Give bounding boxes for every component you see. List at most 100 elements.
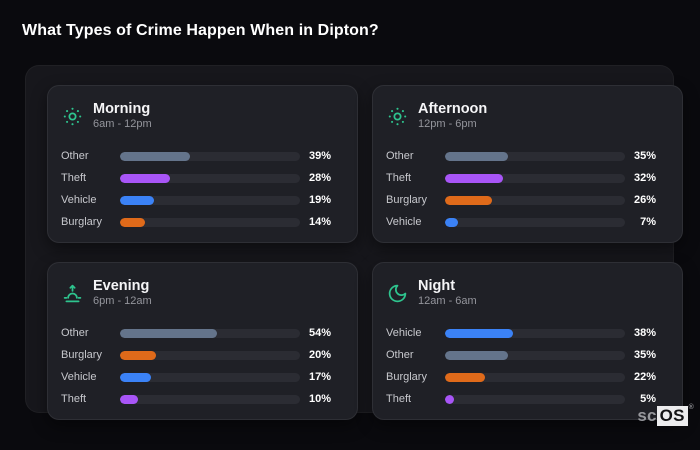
bar-track bbox=[120, 394, 300, 404]
percent-value: 17% bbox=[308, 371, 331, 383]
bar-fill bbox=[445, 350, 508, 360]
card-time-range: 12am - 6am bbox=[418, 295, 477, 307]
bar-fill bbox=[120, 217, 146, 227]
percent-value: 26% bbox=[633, 194, 656, 206]
chart-row: Burglary 14% bbox=[61, 211, 331, 233]
sun-icon bbox=[61, 105, 83, 127]
bar-rows: Vehicle 38% Other 35% Burglary 22% Theft… bbox=[386, 322, 656, 410]
bar-fill bbox=[120, 151, 191, 161]
card-header: Night 12am - 6am bbox=[386, 276, 656, 310]
chart-row: Vehicle 7% bbox=[386, 211, 656, 233]
bar-track bbox=[445, 173, 625, 183]
percent-value: 20% bbox=[308, 349, 331, 361]
category-label: Burglary bbox=[61, 216, 102, 228]
bar-fill bbox=[120, 394, 138, 404]
header-text: Evening 6pm - 12am bbox=[93, 278, 152, 308]
cards-grid: Morning 6am - 12pm Other 39% Theft 28% V… bbox=[47, 85, 683, 420]
header-text: Afternoon 12pm - 6pm bbox=[418, 101, 487, 131]
chart-row: Vehicle 38% bbox=[386, 322, 656, 344]
card-morning: Morning 6am - 12pm Other 39% Theft 28% V… bbox=[47, 85, 358, 243]
brand-prefix: sc bbox=[637, 406, 657, 425]
chart-row: Other 35% bbox=[386, 344, 656, 366]
chart-row: Burglary 20% bbox=[61, 344, 331, 366]
chart-row: Theft 5% bbox=[386, 388, 656, 410]
bar-fill bbox=[120, 350, 156, 360]
percent-value: 19% bbox=[308, 194, 331, 206]
chart-row: Burglary 22% bbox=[386, 366, 656, 388]
bar-fill bbox=[445, 195, 492, 205]
bar-track bbox=[120, 195, 300, 205]
bar-rows: Other 54% Burglary 20% Vehicle 17% Theft… bbox=[61, 322, 331, 410]
category-label: Burglary bbox=[386, 194, 427, 206]
percent-value: 5% bbox=[640, 393, 656, 405]
bar-fill bbox=[120, 195, 155, 205]
bar-track bbox=[445, 394, 625, 404]
card-header: Morning 6am - 12pm bbox=[61, 99, 331, 133]
bar-rows: Other 39% Theft 28% Vehicle 19% Burglary… bbox=[61, 145, 331, 233]
scos-logo: sc OS ® bbox=[637, 404, 694, 426]
percent-value: 38% bbox=[633, 327, 656, 339]
card-header: Evening 6pm - 12am bbox=[61, 276, 331, 310]
category-label: Other bbox=[386, 349, 414, 361]
chart-row: Theft 10% bbox=[61, 388, 331, 410]
sun-icon bbox=[386, 105, 408, 127]
percent-value: 54% bbox=[308, 327, 331, 339]
card-time-range: 12pm - 6pm bbox=[418, 118, 477, 130]
bar-track bbox=[120, 151, 300, 161]
chart-row: Other 39% bbox=[61, 145, 331, 167]
card-title: Evening bbox=[93, 278, 150, 294]
card-title: Morning bbox=[93, 101, 151, 117]
percent-value: 28% bbox=[308, 172, 331, 184]
category-label: Vehicle bbox=[386, 216, 422, 228]
card-afternoon: Afternoon 12pm - 6pm Other 35% Theft 32%… bbox=[372, 85, 683, 243]
percent-value: 10% bbox=[308, 393, 331, 405]
card-title: Night bbox=[418, 278, 456, 294]
bar-fill bbox=[445, 173, 503, 183]
category-label: Burglary bbox=[61, 349, 102, 361]
header-text: Morning 6am - 12pm bbox=[93, 101, 152, 131]
category-label: Theft bbox=[386, 393, 412, 405]
header-text: Night 12am - 6am bbox=[418, 278, 477, 308]
bar-fill bbox=[445, 328, 514, 338]
category-label: Vehicle bbox=[61, 194, 97, 206]
percent-value: 14% bbox=[308, 216, 331, 228]
bar-track bbox=[445, 372, 625, 382]
bar-rows: Other 35% Theft 32% Burglary 26% Vehicle… bbox=[386, 145, 656, 233]
percent-value: 35% bbox=[633, 349, 656, 361]
category-label: Burglary bbox=[386, 371, 427, 383]
category-label: Other bbox=[61, 150, 89, 162]
category-label: Theft bbox=[61, 393, 87, 405]
bar-fill bbox=[120, 372, 151, 382]
bar-track bbox=[120, 328, 300, 338]
bar-track bbox=[120, 173, 300, 183]
bar-fill bbox=[445, 217, 458, 227]
category-label: Other bbox=[61, 327, 89, 339]
card-title: Afternoon bbox=[418, 101, 488, 117]
chart-row: Other 54% bbox=[61, 322, 331, 344]
bar-fill bbox=[445, 394, 454, 404]
category-label: Theft bbox=[61, 172, 87, 184]
percent-value: 35% bbox=[633, 150, 656, 162]
card-night: Night 12am - 6am Vehicle 38% Other 35% B… bbox=[372, 262, 683, 420]
chart-row: Theft 28% bbox=[61, 167, 331, 189]
bar-track bbox=[445, 217, 625, 227]
card-header: Afternoon 12pm - 6pm bbox=[386, 99, 656, 133]
bar-track bbox=[445, 195, 625, 205]
bar-track bbox=[445, 350, 625, 360]
bar-track bbox=[120, 350, 300, 360]
bar-track bbox=[445, 328, 625, 338]
percent-value: 22% bbox=[633, 371, 656, 383]
bar-track bbox=[120, 372, 300, 382]
bar-fill bbox=[445, 151, 508, 161]
category-label: Vehicle bbox=[386, 327, 422, 339]
card-time-range: 6am - 12pm bbox=[93, 118, 152, 130]
card-evening: Evening 6pm - 12am Other 54% Burglary 20… bbox=[47, 262, 358, 420]
chart-row: Theft 32% bbox=[386, 167, 656, 189]
moon-icon bbox=[386, 282, 408, 304]
percent-value: 7% bbox=[640, 216, 656, 228]
chart-row: Other 35% bbox=[386, 145, 656, 167]
chart-row: Vehicle 19% bbox=[61, 189, 331, 211]
bar-track bbox=[120, 217, 300, 227]
registered-mark: ® bbox=[688, 404, 694, 411]
bar-fill bbox=[120, 173, 171, 183]
